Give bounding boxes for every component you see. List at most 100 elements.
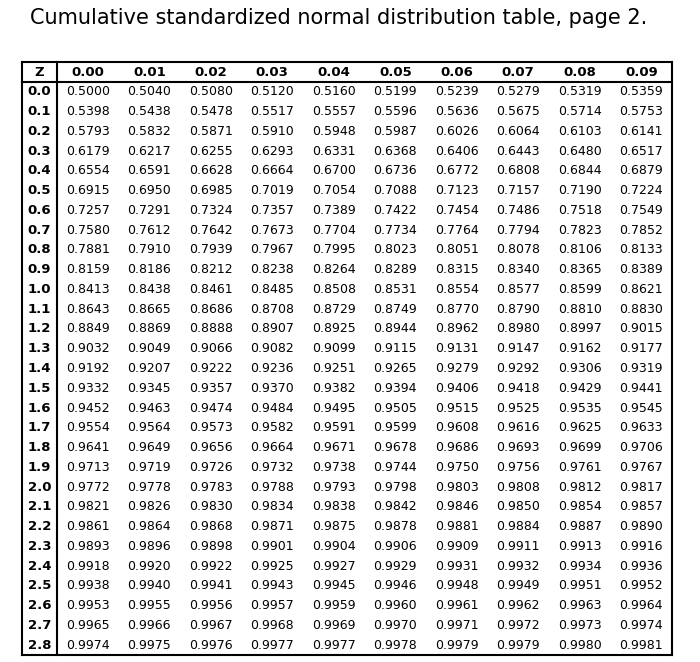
Text: 0.9969: 0.9969 (312, 619, 356, 632)
Text: Cumulative standardized normal distribution table, page 2.: Cumulative standardized normal distribut… (30, 8, 648, 28)
Text: 0.9974: 0.9974 (66, 639, 110, 651)
Text: 0.7852: 0.7852 (620, 224, 663, 237)
Text: 0.9162: 0.9162 (558, 342, 601, 355)
Text: 0.9332: 0.9332 (66, 382, 109, 395)
Text: 2.6: 2.6 (28, 599, 51, 612)
Text: 0.9357: 0.9357 (189, 382, 232, 395)
Text: 0.9554: 0.9554 (66, 421, 110, 434)
Text: 2.1: 2.1 (28, 500, 51, 513)
Text: 0.9306: 0.9306 (558, 362, 601, 375)
Text: 0.8980: 0.8980 (496, 322, 540, 336)
Text: 0.9941: 0.9941 (189, 579, 232, 592)
Text: 0.9545: 0.9545 (620, 402, 663, 414)
Text: 0.5871: 0.5871 (189, 125, 232, 138)
Text: 0.9949: 0.9949 (496, 579, 540, 592)
Text: 0.8621: 0.8621 (620, 283, 663, 296)
Text: 0.8438: 0.8438 (127, 283, 171, 296)
Text: 0.6915: 0.6915 (66, 184, 110, 197)
Text: 0.9955: 0.9955 (127, 599, 171, 612)
Text: 0.9854: 0.9854 (558, 500, 601, 513)
Text: 0.8770: 0.8770 (435, 303, 479, 316)
Text: 0.9968: 0.9968 (251, 619, 294, 632)
Text: 0.7324: 0.7324 (189, 204, 232, 217)
Text: 0.9972: 0.9972 (496, 619, 540, 632)
Text: 0.9830: 0.9830 (189, 500, 232, 513)
Text: 0.7794: 0.7794 (496, 224, 540, 237)
Text: 0.9394: 0.9394 (374, 382, 417, 395)
Text: 0.7054: 0.7054 (312, 184, 356, 197)
Text: 2.2: 2.2 (28, 520, 51, 533)
Text: 0.9671: 0.9671 (312, 441, 356, 454)
Text: 0.9911: 0.9911 (496, 540, 540, 553)
Text: 0.9591: 0.9591 (312, 421, 356, 434)
Text: 0.9904: 0.9904 (312, 540, 356, 553)
Text: 0.7734: 0.7734 (373, 224, 417, 237)
Text: 0.9573: 0.9573 (189, 421, 232, 434)
Text: 0.9890: 0.9890 (620, 520, 663, 533)
Text: 0.9850: 0.9850 (496, 500, 540, 513)
Text: 0.6443: 0.6443 (496, 145, 540, 158)
Text: 0.9015: 0.9015 (620, 322, 663, 336)
Text: 0.5000: 0.5000 (66, 85, 110, 99)
Text: 0.9207: 0.9207 (127, 362, 171, 375)
Text: 0.9951: 0.9951 (558, 579, 601, 592)
Text: 0.9868: 0.9868 (189, 520, 232, 533)
Text: 0.9177: 0.9177 (620, 342, 663, 355)
Text: 0.6554: 0.6554 (66, 164, 110, 177)
Text: 0.9633: 0.9633 (620, 421, 663, 434)
Text: 0.8708: 0.8708 (251, 303, 294, 316)
Text: 0.7454: 0.7454 (435, 204, 479, 217)
Text: 0.9817: 0.9817 (620, 481, 663, 494)
Text: 0.8686: 0.8686 (189, 303, 232, 316)
Text: 0.6517: 0.6517 (620, 145, 663, 158)
Text: 0.5910: 0.5910 (251, 125, 294, 138)
Text: 0.9960: 0.9960 (373, 599, 417, 612)
Text: 0.8962: 0.8962 (435, 322, 479, 336)
Text: 0.06: 0.06 (440, 66, 473, 79)
Text: 0.9515: 0.9515 (435, 402, 479, 414)
Text: 0.5675: 0.5675 (496, 105, 540, 118)
Text: 0.6103: 0.6103 (558, 125, 601, 138)
Text: 0.5596: 0.5596 (373, 105, 417, 118)
Text: 0.7518: 0.7518 (558, 204, 602, 217)
Text: 0.9961: 0.9961 (435, 599, 479, 612)
Text: 0.5199: 0.5199 (373, 85, 417, 99)
Text: 0.9625: 0.9625 (558, 421, 601, 434)
Text: 0.9946: 0.9946 (374, 579, 417, 592)
Text: 0.9927: 0.9927 (312, 559, 356, 573)
Text: 0.1: 0.1 (28, 105, 51, 118)
Text: 0.8599: 0.8599 (558, 283, 601, 296)
Text: 0.7123: 0.7123 (435, 184, 479, 197)
Text: 0.7939: 0.7939 (189, 244, 232, 256)
Text: 0.4: 0.4 (28, 164, 51, 177)
Text: 0.7881: 0.7881 (66, 244, 110, 256)
Text: 0.9664: 0.9664 (251, 441, 294, 454)
Text: 0.6950: 0.6950 (127, 184, 171, 197)
Text: 0.8531: 0.8531 (373, 283, 417, 296)
Text: 0.9406: 0.9406 (435, 382, 479, 395)
Text: 0.9812: 0.9812 (558, 481, 601, 494)
Text: 0.9925: 0.9925 (251, 559, 294, 573)
Text: 0.9913: 0.9913 (558, 540, 601, 553)
Text: 0.9953: 0.9953 (66, 599, 110, 612)
Text: 0.9382: 0.9382 (312, 382, 356, 395)
Text: 0.7704: 0.7704 (312, 224, 356, 237)
Text: 0.9922: 0.9922 (189, 559, 232, 573)
Text: 0.7157: 0.7157 (496, 184, 540, 197)
Text: 0.8365: 0.8365 (558, 263, 601, 276)
Text: 0.9929: 0.9929 (374, 559, 417, 573)
Text: 0.5714: 0.5714 (558, 105, 601, 118)
Text: 0.9495: 0.9495 (312, 402, 356, 414)
Text: 0.9345: 0.9345 (127, 382, 171, 395)
Text: 0.9962: 0.9962 (496, 599, 540, 612)
Text: 0.9884: 0.9884 (496, 520, 540, 533)
Text: 0.7612: 0.7612 (127, 224, 171, 237)
Text: 0.8186: 0.8186 (127, 263, 171, 276)
Text: 0.5040: 0.5040 (127, 85, 172, 99)
Text: 0.9678: 0.9678 (373, 441, 417, 454)
Text: 0.9966: 0.9966 (127, 619, 171, 632)
Text: 0.7967: 0.7967 (251, 244, 294, 256)
Text: 0.9970: 0.9970 (373, 619, 417, 632)
Text: 0.9066: 0.9066 (189, 342, 232, 355)
Text: 0.5832: 0.5832 (127, 125, 171, 138)
